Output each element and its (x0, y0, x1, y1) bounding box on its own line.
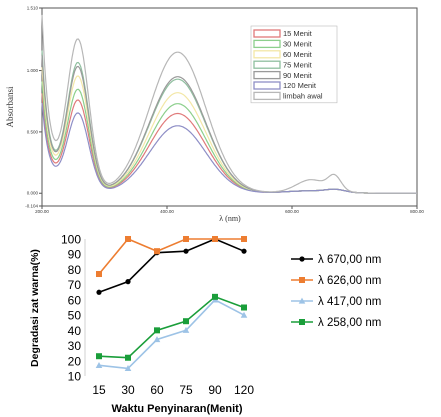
degradation-y-tick-label: 10 (68, 370, 82, 384)
spectrum-y-axis-label: Absorbansi (5, 86, 15, 127)
degradation-legend-label: λ 626,00 nm (318, 275, 381, 287)
degradation-y-tick-label: 50 (68, 309, 82, 323)
spectrum-legend-swatch (253, 91, 281, 101)
spectrum-x-tick-label: 200.00 (35, 209, 49, 214)
degradation-data-point (154, 248, 160, 255)
degradation-x-tick-label: 30 (121, 383, 135, 397)
spectrum-legend-swatch (253, 81, 281, 90)
degradation-data-point (96, 353, 102, 360)
spectrum-legend-swatch (253, 39, 281, 49)
spectrum-legend-swatch (253, 70, 281, 80)
degradation-x-tick-label: 90 (208, 383, 222, 397)
spectrum-legend-label: 75 Menit (283, 60, 313, 69)
degradation-series-line (98, 295, 245, 359)
spectrum-legend-swatch (253, 60, 281, 69)
spectrum-x-tick-label: 600.00 (285, 209, 299, 214)
spectrum-y-tick-label: 1.510 (27, 6, 39, 11)
degradation-y-tick-label: 80 (68, 263, 82, 277)
spectrum-legend-swatch (253, 29, 281, 38)
degradation-x-tick-label: 120 (234, 383, 254, 397)
degradation-legend-marker (299, 256, 305, 262)
degradation-x-tick-label: 60 (150, 383, 164, 397)
spectrum-legend-swatch (253, 50, 281, 59)
degradation-data-point (183, 318, 189, 325)
degradation-series-line (98, 238, 245, 294)
degradation-data-point (96, 289, 102, 295)
degradation-y-tick-label: 60 (68, 293, 82, 307)
degradation-data-point (154, 327, 160, 334)
degradation-series-line (98, 238, 244, 275)
degradation-legend-label: λ 670,00 nm (318, 254, 381, 266)
degradation-data-point (124, 364, 132, 371)
degradation-data-point (125, 236, 131, 242)
spectrum-legend-label: 90 Menit (283, 71, 313, 80)
spectrum-legend-label: limbah awal (283, 92, 323, 101)
degradation-y-tick-label: 30 (68, 339, 82, 353)
degradation-data-point (241, 248, 247, 254)
degradation-x-tick-label: 15 (92, 383, 106, 397)
spectrum-legend-label: 15 Menit (283, 29, 313, 38)
degradation-x-tick-label: 75 (179, 383, 193, 397)
degradation-data-point (96, 271, 102, 278)
degradation-y-tick-label: 100 (61, 233, 81, 247)
degradation-legend-marker (298, 297, 306, 304)
spectrum-legend-label: 120 Menit (283, 81, 317, 90)
degradation-data-point (240, 311, 248, 318)
degradation-data-point (153, 336, 161, 343)
spectrum-y-tick-label: 1.000 (27, 68, 39, 73)
degradation-series-line (98, 298, 245, 370)
degradation-data-point (125, 354, 131, 361)
degradation-data-point (241, 236, 247, 242)
degradation-data-point (95, 361, 103, 368)
degradation-y-tick-label: 70 (68, 278, 82, 292)
degradation-data-point (241, 304, 247, 311)
spectrum-y-tick-label: -0.104 (25, 204, 38, 209)
spectrum-x-axis-label: λ (nm) (219, 214, 241, 223)
degradation-data-point (212, 236, 218, 242)
degradation-legend-label: λ 417,00 nm (318, 296, 381, 308)
degradation-data-point (183, 236, 189, 242)
degradation-data-point (212, 293, 218, 300)
spectrum-series-line (41, 14, 417, 194)
degradation-y-tick-label: 20 (68, 354, 82, 368)
degradation-y-axis-label: Degradasi zat warna(%) (29, 249, 41, 367)
degradation-y-tick-label: 90 (68, 248, 82, 262)
spectrum-y-tick-label: 0.500 (27, 129, 39, 134)
degradation-data-point (125, 279, 131, 285)
degradation-legend-label: λ 258,00 nm (318, 317, 381, 329)
degradation-legend-marker (299, 277, 305, 283)
degradation-chart: Degradasi zat warna(%) Waktu Penyinaran(… (29, 233, 381, 416)
degradation-data-point (183, 248, 189, 254)
degradation-x-axis-label: Waktu Penyinaran(Menit) (112, 403, 243, 415)
degradation-data-point (182, 326, 190, 333)
spectrum-x-tick-label: 400.00 (160, 209, 174, 214)
spectrum-y-tick-label: 0.000 (27, 191, 39, 196)
spectrum-x-tick-label: 800.00 (410, 209, 424, 214)
degradation-y-tick-label: 40 (68, 324, 82, 338)
degradation-legend-marker (299, 319, 305, 325)
absorbance-spectrum-chart: Absorbansi λ (nm) 200.00 400.00 600.00 800.… (5, 6, 424, 224)
degradation-legend: λ 670,00 nm λ 626,00 nm λ 417,00 nm λ 258,0… (291, 254, 381, 329)
spectrum-legend-label: 30 Menit (283, 40, 313, 49)
spectrum-legend-label: 60 Menit (283, 50, 313, 59)
